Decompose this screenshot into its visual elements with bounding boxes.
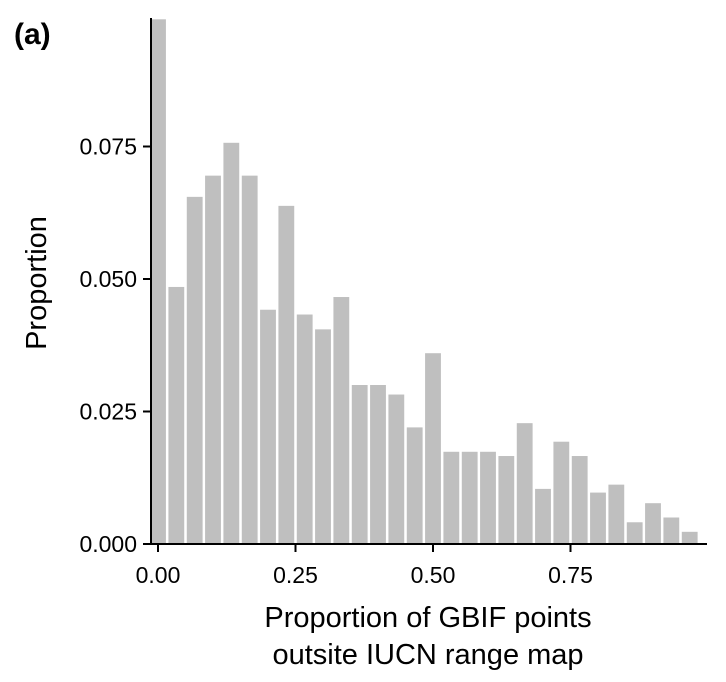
histogram-bar: [351, 385, 368, 544]
histogram-bar: [278, 205, 295, 545]
y-tick-label: 0.075: [79, 134, 137, 160]
y-tick-label: 0.000: [79, 531, 137, 557]
x-axis-title-line-1: Proportion of GBIF points: [264, 602, 591, 634]
histogram-bar: [461, 451, 478, 544]
histogram-bar: [535, 488, 551, 544]
histogram-bar: [150, 19, 166, 545]
y-ticks-group: 0.000 0.025 0.050 0.075: [79, 134, 151, 557]
histogram-bar: [168, 286, 185, 544]
histogram-bar: [388, 394, 405, 544]
histogram-bar: [370, 385, 386, 544]
histogram-bar: [205, 175, 221, 544]
histogram-bar: [296, 314, 313, 544]
histogram-bar: [333, 297, 350, 544]
histogram-bar: [516, 423, 533, 544]
histogram-bar: [681, 531, 698, 544]
histogram-bar: [626, 522, 643, 544]
y-axis-title: Proportion: [21, 216, 53, 350]
bars-group: [150, 19, 698, 545]
histogram-bar: [425, 353, 441, 544]
histogram-bar: [553, 441, 570, 544]
histogram-bar: [260, 309, 276, 544]
panel-label: (a): [14, 18, 51, 51]
histogram-bar: [406, 427, 423, 544]
histogram-bar: [315, 329, 331, 544]
histogram-bar: [571, 456, 588, 544]
histogram-bar: [608, 484, 625, 544]
histogram-bar: [186, 196, 203, 544]
histogram-bar: [443, 451, 460, 544]
x-tick-label: 0.25: [273, 562, 318, 588]
x-tick-label: 0.75: [548, 562, 593, 588]
x-ticks-group: 0.00 0.25 0.50 0.75: [136, 544, 593, 588]
histogram-bar: [645, 503, 661, 544]
histogram-bar: [241, 175, 258, 544]
x-tick-label: 0.50: [411, 562, 456, 588]
histogram-bar: [223, 142, 240, 545]
x-axis-title-line-2: outsite IUCN range map: [272, 639, 583, 671]
x-tick-label: 0.00: [136, 562, 181, 588]
histogram-bar: [663, 517, 680, 544]
y-tick-label: 0.025: [79, 399, 137, 425]
histogram-bar: [590, 492, 606, 544]
y-tick-label: 0.050: [79, 266, 137, 292]
histogram-bar: [480, 451, 496, 544]
histogram-bar: [498, 456, 515, 544]
